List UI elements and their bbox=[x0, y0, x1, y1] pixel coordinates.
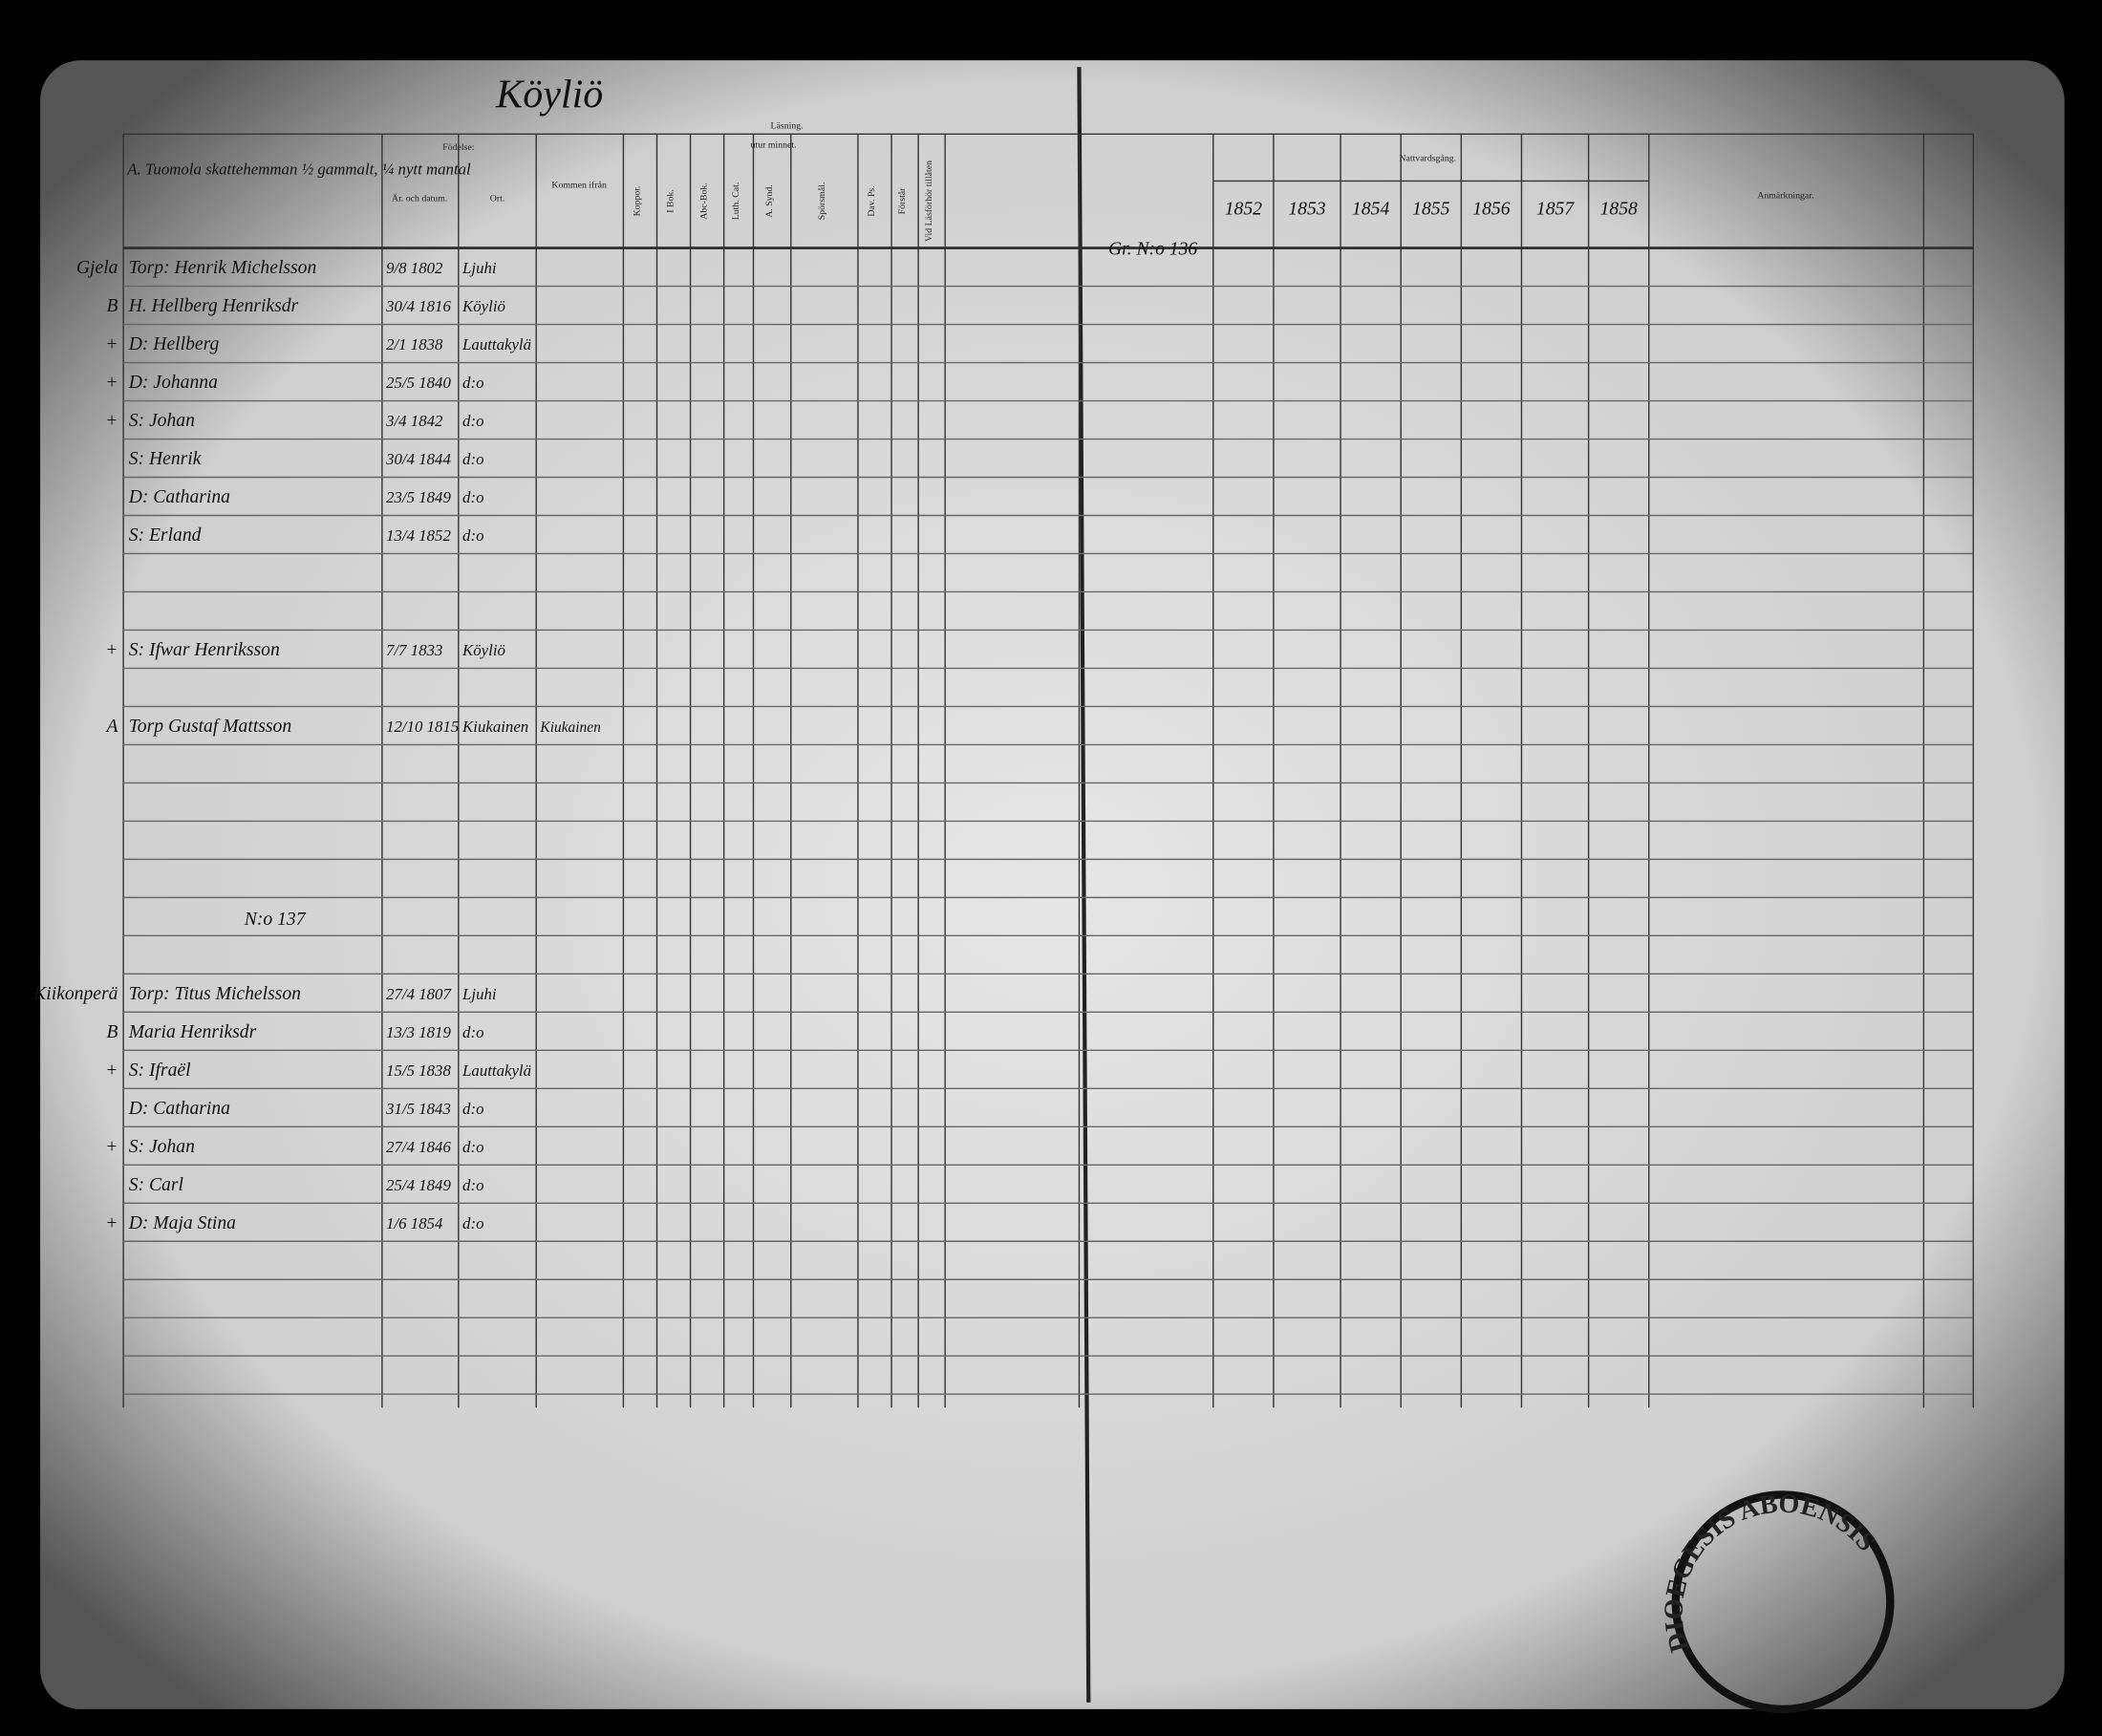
parish-title: Köyliö bbox=[495, 72, 603, 117]
person-name: S: Erland bbox=[129, 525, 202, 546]
birth-date: 23/5 1849 bbox=[386, 488, 451, 506]
year-header: 1854 bbox=[1352, 199, 1389, 220]
person-name: Maria Henriksdr bbox=[128, 1021, 257, 1042]
person-name: S: Ifwar Henriksson bbox=[129, 639, 280, 660]
birth-date: 3/4 1842 bbox=[385, 412, 443, 430]
col-header: Anmärkningar. bbox=[1757, 191, 1813, 202]
year-header: 1852 bbox=[1225, 199, 1262, 220]
col-header: Dav. Ps. bbox=[867, 185, 877, 216]
birth-date: 31/5 1843 bbox=[385, 1100, 451, 1118]
birth-place: Ljuhi bbox=[461, 985, 497, 1003]
margin-mark: Kiikonperä bbox=[32, 983, 118, 1004]
birth-place: Lauttakylä bbox=[461, 1061, 531, 1080]
came-from: Kiukainen bbox=[539, 719, 601, 736]
col-header: Nattvardsgång. bbox=[1399, 153, 1456, 163]
ruled-grid bbox=[122, 133, 1975, 1408]
birth-place: Köyliö bbox=[461, 641, 505, 659]
year-header: 1857 bbox=[1536, 199, 1575, 220]
col-header: Födelse: bbox=[442, 142, 474, 153]
birth-place: Köyliö bbox=[461, 297, 505, 315]
birth-place: d:o bbox=[462, 526, 483, 545]
birth-place: Ljuhi bbox=[461, 259, 497, 277]
person-name: D: Hellberg bbox=[128, 333, 220, 354]
person-name: D: Catharina bbox=[128, 1098, 230, 1119]
birth-place: d:o bbox=[462, 412, 483, 430]
margin-mark: + bbox=[105, 333, 118, 354]
margin-mark: + bbox=[105, 1136, 118, 1157]
binding-fold bbox=[1077, 67, 1091, 1703]
person-name: D: Maja Stina bbox=[128, 1212, 236, 1233]
birth-date: 9/8 1802 bbox=[386, 259, 443, 277]
person-name: S: Ifraël bbox=[129, 1060, 191, 1081]
village-heading: A. Tuomola skattehemman ½ gammalt, ¼ nyt… bbox=[126, 160, 471, 178]
col-header: Vid Läsförhör tillåten bbox=[924, 161, 934, 242]
birth-place: Kiukainen bbox=[461, 718, 528, 736]
birth-place: d:o bbox=[462, 488, 483, 506]
birth-date: 13/3 1819 bbox=[386, 1023, 451, 1041]
person-name: H. Hellberg Henriksdr bbox=[128, 295, 299, 316]
person-name: Torp Gustaf Mattsson bbox=[129, 716, 291, 737]
birth-place: d:o bbox=[462, 1176, 483, 1194]
margin-mark: B bbox=[106, 1021, 118, 1042]
year-header: 1855 bbox=[1412, 199, 1449, 220]
birth-date: 15/5 1838 bbox=[386, 1061, 451, 1080]
person-name: S: Johan bbox=[129, 410, 195, 431]
margin-mark: A bbox=[104, 716, 118, 737]
birth-date: 27/4 1807 bbox=[386, 985, 451, 1003]
margin-mark: + bbox=[105, 372, 118, 393]
col-header: Förstår bbox=[897, 187, 908, 215]
margin-note: Gr. N:o 136 bbox=[1108, 239, 1197, 260]
birth-place: d:o bbox=[462, 374, 483, 392]
paper bbox=[40, 60, 2065, 1709]
col-header: I Bok. bbox=[665, 189, 676, 213]
col-header: utur minnet. bbox=[751, 139, 797, 150]
section-mark: N:o 137 bbox=[244, 909, 307, 930]
col-header: Ort. bbox=[490, 193, 505, 204]
margin-mark: + bbox=[105, 639, 118, 660]
birth-date: 25/5 1840 bbox=[386, 374, 451, 392]
margin-mark: B bbox=[106, 295, 118, 316]
col-header: Luth. Cat. bbox=[731, 182, 741, 221]
birth-place: d:o bbox=[462, 450, 483, 468]
year-header: 1853 bbox=[1288, 199, 1325, 220]
margin-mark: + bbox=[105, 1060, 118, 1081]
person-name: Torp: Titus Michelsson bbox=[129, 983, 301, 1004]
col-header: A. Synd. bbox=[764, 184, 775, 218]
year-header: 1856 bbox=[1472, 199, 1510, 220]
col-header: Koppor. bbox=[632, 186, 642, 217]
person-name: D: Johanna bbox=[128, 372, 218, 393]
year-header: 1858 bbox=[1600, 199, 1638, 220]
col-header: Läsning. bbox=[771, 121, 804, 132]
birth-place: Lauttakylä bbox=[461, 335, 531, 354]
birth-date: 25/4 1849 bbox=[386, 1176, 451, 1194]
birth-place: d:o bbox=[462, 1138, 483, 1156]
person-name: S: Henrik bbox=[129, 448, 202, 469]
col-header: Spörsmål. bbox=[817, 182, 827, 221]
birth-date: 30/4 1844 bbox=[385, 450, 451, 468]
col-header: Abc-Bok. bbox=[698, 182, 709, 219]
birth-date: 30/4 1816 bbox=[385, 297, 451, 315]
birth-place: d:o bbox=[462, 1100, 483, 1118]
margin-mark: + bbox=[105, 1212, 118, 1233]
person-name: S: Johan bbox=[129, 1136, 195, 1157]
person-name: S: Carl bbox=[129, 1174, 184, 1195]
margin-mark: Gjela bbox=[76, 257, 118, 278]
col-header: År. och datum. bbox=[392, 192, 447, 204]
birth-date: 7/7 1833 bbox=[386, 641, 442, 659]
margin-mark: + bbox=[105, 410, 118, 431]
birth-date: 1/6 1854 bbox=[386, 1214, 443, 1232]
birth-date: 2/1 1838 bbox=[386, 335, 443, 354]
person-name: D: Catharina bbox=[128, 486, 230, 507]
birth-date: 12/10 1815 bbox=[386, 718, 459, 736]
birth-place: d:o bbox=[462, 1023, 483, 1041]
birth-date: 27/4 1846 bbox=[386, 1138, 451, 1156]
person-name: Torp: Henrik Michelsson bbox=[129, 257, 317, 278]
col-header: Kommen ifrån bbox=[551, 180, 607, 190]
birth-place: d:o bbox=[462, 1214, 483, 1232]
birth-date: 13/4 1852 bbox=[386, 526, 451, 545]
